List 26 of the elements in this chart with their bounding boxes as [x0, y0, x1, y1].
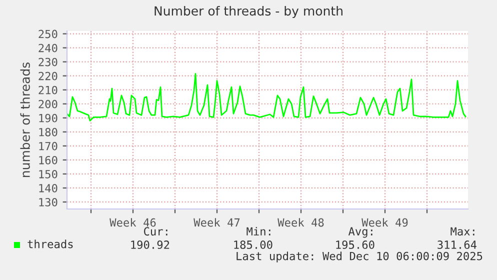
y-tick-label: 180 [39, 128, 58, 136]
y-tick-label: 230 [38, 58, 58, 66]
y-tick-label: 200 [38, 100, 58, 108]
text: Last update: Wed Dec 10 06:00:09 2025 [236, 252, 482, 262]
text: Min: 185.00 [234, 226, 272, 249]
y-tick-label: 160 [39, 156, 58, 164]
x-tick-label: Week 46 [110, 218, 156, 227]
y-axis-title: number of threads [20, 62, 30, 177]
y-tick-label: 150 [39, 170, 58, 178]
y-tick-label: 220 [38, 72, 58, 80]
y-tick-label: 170 [39, 142, 58, 150]
x-tick-label: Week 49 [362, 218, 408, 227]
text: Max: 311.64 [438, 227, 476, 249]
text: Cur: 190.92 [131, 227, 170, 249]
legend-label: threads [28, 240, 73, 248]
line-series [67, 73, 466, 122]
y-tick-label: 130 [39, 198, 58, 206]
x-tick-label: Week 47 [194, 218, 240, 227]
y-tick-label: 240 [38, 44, 58, 52]
chart-title: Number of threads - by month [154, 6, 342, 18]
y-tick-label: 140 [39, 184, 58, 192]
x-tick-label: Week 48 [278, 218, 324, 227]
y-tick-label: 190 [39, 114, 58, 122]
text: Avg: 195.60 [336, 227, 374, 249]
y-tick-label: 250 [38, 30, 58, 38]
y-tick-label: 210 [38, 86, 58, 94]
